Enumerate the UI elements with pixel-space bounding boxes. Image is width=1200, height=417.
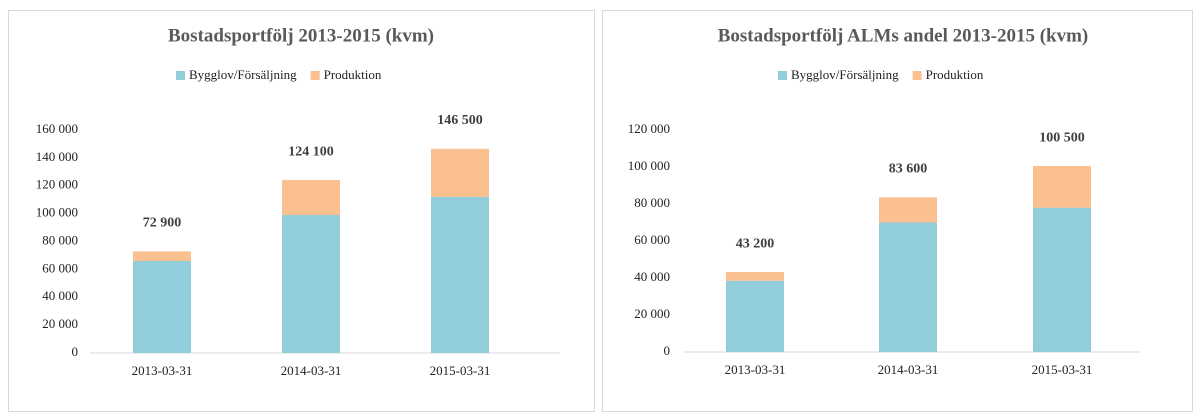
legend-swatch — [310, 71, 320, 80]
total-label: 43 200 — [736, 236, 775, 251]
bar-segment — [1033, 207, 1091, 352]
total-label: 72 900 — [143, 216, 182, 231]
x-tick-label: 2013-03-31 — [725, 362, 786, 377]
x-tick-label: 2013-03-31 — [132, 363, 193, 378]
legend-label: Bygglov/Försäljning — [189, 67, 297, 82]
bar-segment — [726, 272, 784, 281]
bar-segment — [282, 215, 340, 353]
bar-segment — [879, 222, 937, 352]
y-tick-label: 120 000 — [628, 121, 670, 136]
legend-swatch — [912, 71, 922, 80]
total-label: 124 100 — [288, 144, 334, 159]
chart-title: Bostadsportfölj ALMs andel 2013-2015 (kv… — [718, 25, 1089, 46]
legend-swatch — [176, 71, 185, 80]
total-label: 146 500 — [437, 113, 483, 128]
x-tick-label: 2015-03-31 — [430, 363, 491, 378]
total-label: 83 600 — [889, 162, 928, 177]
legend-label: Produktion — [926, 67, 984, 82]
x-tick-label: 2014-03-31 — [281, 363, 342, 378]
y-tick-label: 100 000 — [628, 158, 670, 173]
y-tick-label: 20 000 — [42, 316, 78, 331]
y-tick-label: 100 000 — [36, 205, 78, 220]
y-tick-label: 20 000 — [634, 306, 670, 321]
y-tick-label: 60 000 — [634, 232, 670, 247]
y-tick-label: 80 000 — [634, 195, 670, 210]
y-tick-label: 0 — [72, 344, 79, 359]
legend-label: Produktion — [324, 67, 382, 82]
y-tick-label: 120 000 — [36, 177, 78, 192]
x-tick-label: 2014-03-31 — [878, 362, 939, 377]
x-tick-label: 2015-03-31 — [1032, 362, 1093, 377]
bar-segment — [879, 197, 937, 223]
y-tick-label: 80 000 — [42, 232, 78, 247]
y-tick-label: 140 000 — [36, 149, 78, 164]
bar-segment — [431, 196, 489, 353]
bar-segment — [431, 148, 489, 197]
bar-segment — [133, 251, 191, 262]
bar-segment — [1033, 166, 1091, 208]
bar-segment — [726, 280, 784, 352]
bar-segment — [282, 180, 340, 216]
y-tick-label: 40 000 — [42, 288, 78, 303]
y-tick-label: 0 — [664, 343, 671, 358]
y-tick-label: 160 000 — [36, 121, 78, 136]
bar-segment — [133, 261, 191, 353]
chart-title: Bostadsportfölj 2013-2015 (kvm) — [168, 25, 434, 46]
y-tick-label: 40 000 — [634, 269, 670, 284]
total-label: 100 500 — [1039, 130, 1085, 145]
legend-swatch — [778, 71, 787, 80]
y-tick-label: 60 000 — [42, 260, 78, 275]
legend-label: Bygglov/Försäljning — [791, 67, 899, 82]
